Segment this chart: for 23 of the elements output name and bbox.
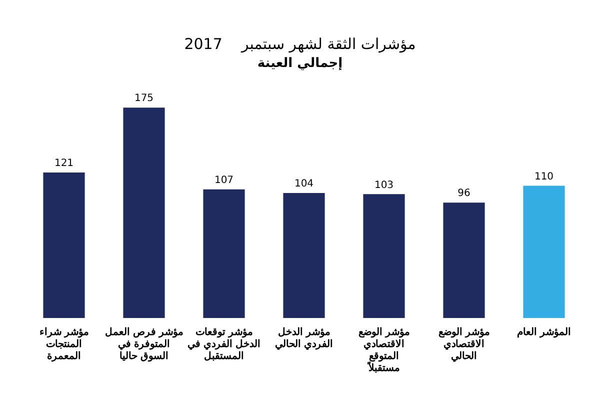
bar [523,186,565,318]
bar [283,192,325,318]
bar [43,172,85,318]
bar [443,202,485,318]
x-tick-label: مؤشر شراء المنتجات المعمرة [40,326,88,362]
data-label: 175 [134,93,154,104]
x-tick-label: مؤشر الدخل الفردي الحالي [275,326,333,350]
data-label: 110 [534,171,554,182]
bar [123,108,165,318]
bar [203,189,245,318]
data-label: 107 [214,174,234,186]
chart-subtitle: إجمالي العينة [257,56,343,72]
data-label: 96 [458,188,470,200]
x-tick-label: مؤشر فرص العمل المتوفرة في السوق حاليا [105,326,183,362]
x-tick-label: المؤشر العام [517,326,571,338]
data-label: 121 [54,158,74,170]
x-tick-label: مؤشر الوضع الاقتصادي الحالي [438,326,490,362]
chart-title: مؤشرات الثقة لشهر سبتمبر 2017 [184,34,416,53]
x-tick-label: مؤشر توقعات الدخل الفردي في المستقبل [188,326,260,362]
data-label: 104 [294,178,314,190]
x-tick-label: مؤشر الوضع الاقتصادي المتوقع مستقبلاً [358,326,410,374]
bar [363,194,405,318]
data-label: 103 [374,180,394,191]
